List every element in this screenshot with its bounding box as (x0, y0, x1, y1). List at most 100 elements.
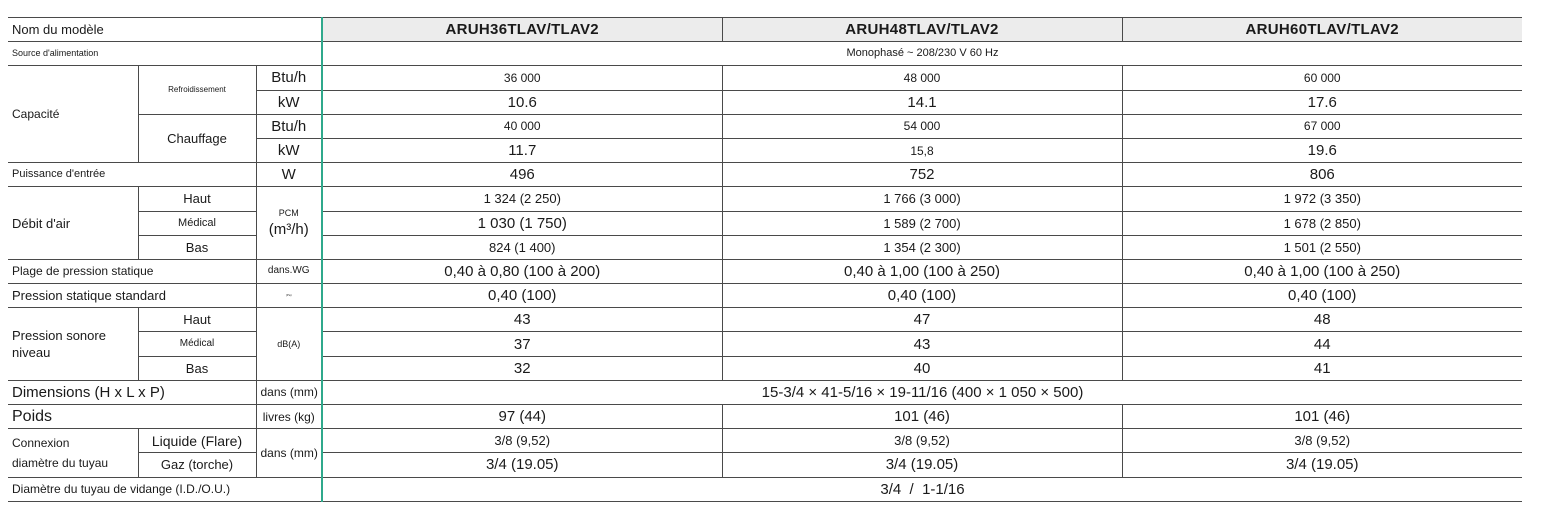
model-3-header: ARUH60TLAV/TLAV2 (1121, 16, 1522, 43)
sound-high-value: 47 (721, 307, 1122, 333)
heating-kw-value: 19.6 (1121, 138, 1522, 164)
capacity-heating-btu-row: Chauffage Btu/h 40 000 54 000 67 000 (8, 114, 1522, 164)
power-source-label: Source d'alimentation (8, 41, 322, 67)
pipe-gas-value: 3/4 (19.05) (1121, 452, 1522, 478)
cooling-kw-value: 17.6 (1121, 90, 1522, 115)
model-1-header: ARUH36TLAV/TLAV2 (321, 16, 722, 43)
capacity-cooling-kw-row: kW 10.6 14.1 17.6 (8, 90, 1522, 115)
cooling-label: Refroidissement (137, 65, 256, 115)
sound-label-line1: Pression sonore (12, 328, 106, 344)
sound-low-row: Bas 32 40 41 (8, 356, 1522, 381)
static-pressure-range-value: 0,40 à 1,00 (100 à 250) (721, 259, 1122, 285)
cooling-kw-value: 14.1 (721, 90, 1122, 115)
pipe-gas-value: 3/4 (19.05) (321, 452, 722, 478)
power-source-row: Source d'alimentation Monophasé ~ 208/23… (8, 41, 1522, 67)
static-pressure-range-row: Plage de pression statique dans.WG 0,40 … (8, 259, 1522, 285)
airflow-medium-row: Médical 1 030 (1 750) 1 589 (2 700) 1 67… (8, 211, 1522, 236)
input-power-value: 806 (1121, 162, 1522, 188)
airflow-high-value: 1 766 (3 000) (721, 186, 1122, 212)
power-source-value: Monophasé ~ 208/230 V 60 Hz (321, 41, 1522, 67)
weight-value: 97 (44) (321, 404, 722, 430)
sound-high-value: 48 (1121, 307, 1522, 333)
static-pressure-range-unit: dans.WG (255, 259, 322, 285)
airflow-high-value: 1 972 (3 350) (1121, 186, 1522, 212)
airflow-medium-value: 1 030 (1 750) (321, 211, 722, 236)
input-power-label: Puissance d'entrée (8, 162, 256, 188)
static-pressure-range-label: Plage de pression statique (8, 259, 256, 285)
static-pressure-range-value: 0,40 à 1,00 (100 à 250) (1121, 259, 1522, 285)
airflow-medium-label: Médical (137, 211, 256, 236)
sound-label-line2: niveau (12, 345, 51, 361)
pipe-gas-value: 3/4 (19.05) (721, 452, 1122, 478)
airflow-unit-bottom: (m³/h) (268, 221, 309, 239)
sound-medium-value: 44 (1121, 331, 1522, 357)
static-pressure-std-value: 0,40 (100) (321, 283, 722, 309)
dimensions-row: Dimensions (H x L x P) dans (mm) 15-3/4 … (8, 380, 1522, 406)
sound-low-value: 32 (321, 356, 722, 381)
pipe-gas-label: Gaz (torche) (137, 452, 256, 478)
static-pressure-std-row: Pression statique standard (Pa) 0,40 (10… (8, 283, 1522, 309)
drain-row: Diamètre du tuyau de vidange (I.D./O.U.)… (8, 477, 1522, 502)
heating-btu-value: 54 000 (721, 114, 1122, 139)
static-pressure-std-label: Pression statique standard (8, 283, 256, 309)
pipe-label: Connexion diamètre du tuyau (8, 428, 138, 478)
capacity-cooling-btu-row: Capacité Refroidissement Btu/h 36 000 48… (8, 65, 1522, 164)
cooling-btu-value: 60 000 (1121, 65, 1522, 91)
pipe-liquid-value: 3/8 (9,52) (1121, 428, 1522, 454)
pipe-liquid-row: Connexion diamètre du tuyau Liquide (Fla… (8, 428, 1522, 478)
capacity-label: Capacité (8, 65, 138, 164)
sound-medium-row: Médical 37 43 44 (8, 331, 1522, 357)
pipe-liquid-label: Liquide (Flare) (137, 428, 256, 454)
cooling-kw-value: 10.6 (321, 90, 722, 115)
airflow-medium-value: 1 678 (2 850) (1121, 211, 1522, 236)
heating-btu-unit: Btu/h (255, 114, 322, 139)
pipe-label-line2: diamètre du tuyau (12, 455, 109, 470)
pipe-liquid-value: 3/8 (9,52) (321, 428, 722, 454)
airflow-high-value: 1 324 (2 250) (321, 186, 722, 212)
airflow-low-label: Bas (137, 235, 256, 260)
airflow-label: Débit d'air (8, 186, 138, 260)
sound-medium-value: 37 (321, 331, 722, 357)
weight-value: 101 (46) (1121, 404, 1522, 430)
cooling-btu-value: 48 000 (721, 65, 1122, 91)
heating-kw-value: 15,8 (721, 138, 1122, 164)
input-power-value: 752 (721, 162, 1122, 188)
static-pressure-std-unit: (Pa) (255, 283, 322, 309)
weight-unit: livres (kg) (255, 404, 322, 430)
airflow-high-row: Débit d'air Haut PCM (m³/h) 1 324 (2 250… (8, 186, 1522, 260)
sound-high-value: 43 (321, 307, 722, 333)
airflow-high-label: Haut (137, 186, 256, 212)
static-pressure-std-value: 0,40 (100) (1121, 283, 1522, 309)
spec-table: Nom du modèle ARUH36TLAV/TLAV2 ARUH48TLA… (8, 16, 1522, 502)
input-power-row: Puissance d'entrée W 496 752 806 (8, 162, 1522, 188)
cooling-btu-unit: Btu/h (255, 65, 322, 91)
sound-medium-value: 43 (721, 331, 1122, 357)
airflow-low-value: 824 (1 400) (321, 235, 722, 260)
sound-high-row: Pression sonore niveau Haut dB(A) 43 47 … (8, 307, 1522, 381)
sound-high-label: Haut (137, 307, 256, 333)
sound-unit: dB(A) (255, 307, 322, 381)
header-row: Nom du modèle ARUH36TLAV/TLAV2 ARUH48TLA… (8, 16, 1522, 43)
heating-kw-unit: kW (255, 138, 322, 164)
static-pressure-std-value: 0,40 (100) (721, 283, 1122, 309)
model-2-header: ARUH48TLAV/TLAV2 (721, 16, 1122, 43)
sound-low-value: 40 (721, 356, 1122, 381)
pipe-label-line1: Connexion (12, 435, 70, 450)
pipe-unit: dans (mm) (255, 428, 322, 478)
airflow-unit: PCM (m³/h) (255, 186, 322, 260)
airflow-medium-value: 1 589 (2 700) (721, 211, 1122, 236)
pipe-liquid-value: 3/8 (9,52) (721, 428, 1122, 454)
static-pressure-range-value: 0,40 à 0,80 (100 à 200) (321, 259, 722, 285)
dimensions-label: Dimensions (H x L x P) (8, 380, 256, 406)
weight-label: Poids (8, 404, 256, 430)
airflow-unit-top: PCM (278, 208, 299, 219)
cooling-kw-unit: kW (255, 90, 322, 115)
weight-row: Poids livres (kg) 97 (44) 101 (46) 101 (… (8, 404, 1522, 430)
weight-value: 101 (46) (721, 404, 1122, 430)
sound-low-label: Bas (137, 356, 256, 381)
heating-label: Chauffage (137, 114, 256, 164)
input-power-value: 496 (321, 162, 722, 188)
airflow-low-row: Bas 824 (1 400) 1 354 (2 300) 1 501 (2 5… (8, 235, 1522, 260)
airflow-low-value: 1 354 (2 300) (721, 235, 1122, 260)
heating-btu-value: 67 000 (1121, 114, 1522, 139)
